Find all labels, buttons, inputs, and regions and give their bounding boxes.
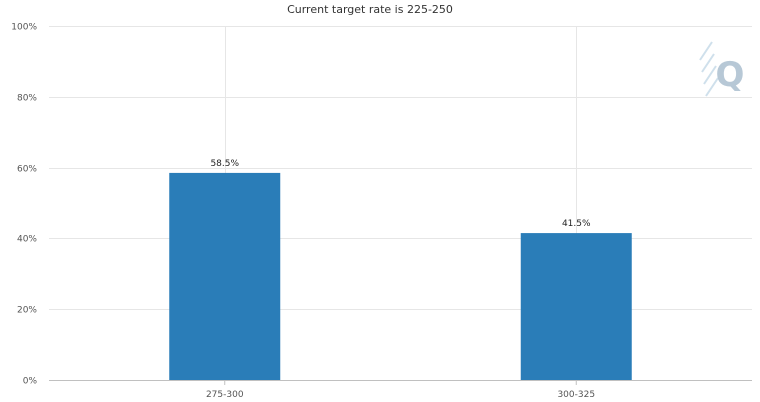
bar	[520, 233, 632, 380]
y-tick-label: 20%	[17, 306, 37, 316]
y-tick-label: 40%	[17, 235, 37, 245]
y-tick-label: 100%	[11, 23, 37, 33]
chart-title: Current target rate is 225-250	[287, 3, 453, 16]
logo-letter: Q	[716, 55, 745, 95]
y-tick-label: 80%	[17, 94, 37, 104]
data-label: 58.5%	[210, 159, 239, 169]
y-tick-label: 0%	[23, 377, 38, 387]
bar	[169, 172, 281, 380]
bar-layer: 58.5% 41.5%	[169, 159, 632, 380]
y-tick-label: 60%	[17, 165, 37, 175]
grid-layer	[49, 26, 752, 380]
axis-layer: 0% 20% 40% 60% 80% 100% 275-300 300-325	[11, 23, 752, 400]
x-tick-label: 275-300	[206, 390, 244, 400]
x-tick-label: 300-325	[557, 390, 595, 400]
logo-streaks	[699, 41, 719, 97]
data-label: 41.5%	[562, 219, 591, 229]
q-logo-icon: Q	[699, 41, 745, 97]
